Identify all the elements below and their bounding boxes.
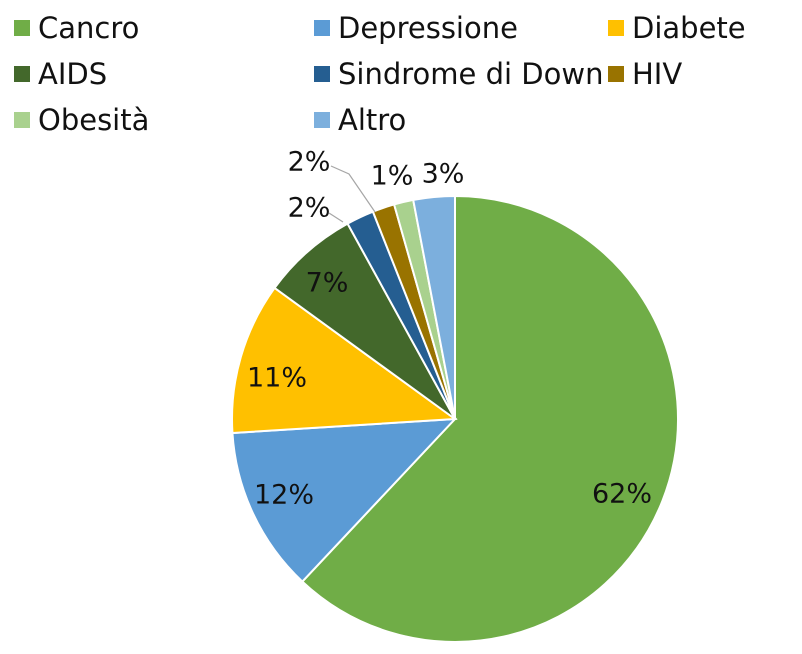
legend-swatch-altro <box>314 112 330 128</box>
legend-item-hiv: HIV <box>608 52 682 96</box>
legend-label-obesita: Obesità <box>38 102 150 137</box>
legend-swatch-diabete <box>608 20 624 36</box>
legend-item-altro: Altro <box>314 98 406 142</box>
legend-label-altro: Altro <box>338 102 407 137</box>
legend-label-hiv: HIV <box>632 56 683 91</box>
legend-swatch-cancro <box>14 20 30 36</box>
legend-label-sindrome-di-down: Sindrome di Down <box>338 56 604 91</box>
data-label-hiv: 2% <box>288 147 331 178</box>
legend-swatch-depressione <box>314 20 330 36</box>
legend-swatch-sindrome-di-down <box>314 66 330 82</box>
slice-diabete <box>231 286 458 435</box>
legend-swatch-obesita <box>14 112 30 128</box>
legend-item-obesita: Obesità <box>14 98 149 142</box>
legend-item-sindrome-di-down: Sindrome di Down <box>314 52 603 96</box>
leader-line-hiv <box>330 165 376 213</box>
legend-label-depressione: Depressione <box>338 10 518 45</box>
data-label-aids: 7% <box>306 268 349 299</box>
data-label-diabete: 11% <box>247 363 307 394</box>
legend-label-cancro: Cancro <box>38 10 140 45</box>
data-label-depressione: 12% <box>254 480 314 511</box>
leader-line-sindrome-di-down <box>328 212 344 223</box>
legend-swatch-hiv <box>608 66 624 82</box>
chart-legend: Cancro Depressione Diabete AIDS Sindrome… <box>14 6 794 146</box>
slice-altro <box>412 194 456 420</box>
legend-item-depressione: Depressione <box>314 6 518 50</box>
data-label-sindrome-di-down: 2% <box>288 193 331 224</box>
legend-item-cancro: Cancro <box>14 6 139 50</box>
legend-label-aids: AIDS <box>38 56 108 91</box>
data-label-cancro: 62% <box>592 479 652 510</box>
slice-cancro <box>300 194 679 643</box>
data-label-altro: 3% <box>422 159 465 190</box>
legend-item-aids: AIDS <box>14 52 107 96</box>
data-label-obesita: 1% <box>371 161 414 192</box>
legend-item-diabete: Diabete <box>608 6 746 50</box>
slice-depressione <box>231 417 458 583</box>
legend-swatch-aids <box>14 66 30 82</box>
legend-label-diabete: Diabete <box>632 10 746 45</box>
